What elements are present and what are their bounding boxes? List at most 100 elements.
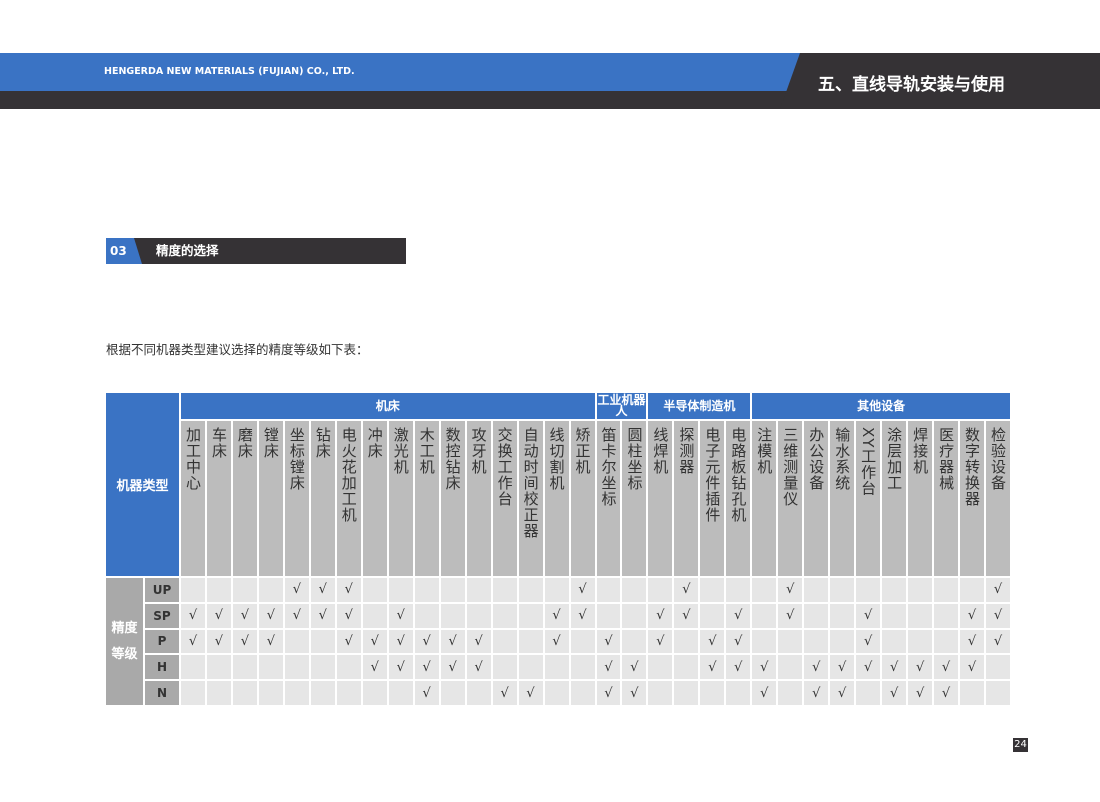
- section-banner: [780, 53, 1100, 109]
- grade-cell: [440, 578, 467, 604]
- grade-cell: [181, 681, 207, 707]
- grade-cell: [518, 655, 545, 682]
- check-mark-icon: √: [388, 603, 415, 630]
- check-mark-icon: √: [518, 681, 545, 707]
- grade-cell: [804, 603, 831, 630]
- machine-name-text: 镗床: [261, 427, 280, 459]
- machine-name: 电火花加工机: [336, 421, 363, 578]
- grade-cell: [414, 603, 441, 630]
- check-mark-icon: √: [596, 629, 623, 656]
- check-mark-icon: √: [492, 681, 519, 707]
- check-mark-icon: √: [700, 655, 727, 682]
- grade-cell: [648, 578, 675, 604]
- check-mark-icon: √: [960, 603, 987, 630]
- check-mark-icon: √: [440, 655, 467, 682]
- check-mark-icon: √: [908, 681, 935, 707]
- grade-cell: [440, 603, 467, 630]
- grade-cell: [830, 603, 857, 630]
- grade-cell: [466, 681, 493, 707]
- group-header: 机床: [181, 393, 597, 421]
- check-mark-icon: √: [570, 603, 597, 630]
- check-mark-icon: √: [648, 629, 675, 656]
- check-mark-icon: √: [830, 655, 857, 682]
- grade-cell: [362, 681, 389, 707]
- check-mark-icon: √: [934, 681, 961, 707]
- check-mark-icon: √: [284, 578, 311, 604]
- grade-cell: [804, 578, 831, 604]
- machine-name-text: 数控钻床: [443, 427, 462, 491]
- section-title: 五、直线导轨安装与使用: [818, 75, 1005, 95]
- grade-cell: [544, 655, 571, 682]
- grade-cell: [570, 629, 597, 656]
- grade-cell: [648, 655, 675, 682]
- grade-cell: [674, 681, 701, 707]
- machine-name-text: 激光机: [391, 427, 410, 475]
- machine-name: 圆柱坐标: [622, 421, 649, 578]
- check-mark-icon: √: [778, 578, 805, 604]
- check-mark-icon: √: [908, 655, 935, 682]
- grade-cell: [986, 681, 1012, 707]
- machine-name-text: 自动时间校正器: [521, 427, 540, 539]
- check-mark-icon: √: [206, 629, 233, 656]
- machine-name-text: 探测器: [677, 427, 696, 475]
- grade-cell: [778, 655, 805, 682]
- machine-name-text: 电路板钻孔机: [729, 427, 748, 523]
- grade-cell: [518, 603, 545, 630]
- grade-cell: [908, 603, 935, 630]
- grade-cell: [181, 655, 207, 682]
- machine-name: 注模机: [752, 421, 779, 578]
- check-mark-icon: √: [856, 655, 883, 682]
- grade-cell: [310, 655, 337, 682]
- check-mark-icon: √: [310, 578, 337, 604]
- machine-name: 激光机: [388, 421, 415, 578]
- machine-name: 磨床: [232, 421, 259, 578]
- check-mark-icon: √: [466, 629, 493, 656]
- check-mark-icon: √: [622, 655, 649, 682]
- machine-name: 坐标镗床: [284, 421, 311, 578]
- subsection-number: 03: [106, 238, 142, 264]
- check-mark-icon: √: [986, 603, 1012, 630]
- grade-cell: [284, 655, 311, 682]
- machine-name: 电子元件插件: [700, 421, 727, 578]
- machine-name-text: 线切割机: [547, 427, 566, 491]
- subsection-title: 精度的选择: [156, 243, 219, 258]
- header-band: [0, 53, 800, 91]
- check-mark-icon: √: [232, 603, 259, 630]
- grade-cell: [570, 655, 597, 682]
- machine-name: 加工中心: [181, 421, 207, 578]
- check-mark-icon: √: [674, 603, 701, 630]
- machine-name: 钻床: [310, 421, 337, 578]
- check-mark-icon: √: [362, 629, 389, 656]
- grade-cell: [388, 578, 415, 604]
- grade-cell: [830, 578, 857, 604]
- grade-cell: [882, 629, 909, 656]
- grade-cell: [284, 629, 311, 656]
- grade-cell: [518, 578, 545, 604]
- check-mark-icon: √: [804, 681, 831, 707]
- grade-cell: [336, 655, 363, 682]
- grade-cell: [466, 603, 493, 630]
- check-mark-icon: √: [960, 629, 987, 656]
- machine-name: 涂层加工: [882, 421, 909, 578]
- check-mark-icon: √: [336, 629, 363, 656]
- grade-cell: [336, 681, 363, 707]
- check-mark-icon: √: [284, 603, 311, 630]
- check-mark-icon: √: [258, 629, 285, 656]
- machine-name-text: 三维测量仪: [781, 427, 800, 507]
- machine-name-text: 电火花加工机: [339, 427, 358, 523]
- group-header: 工业机器人: [596, 393, 649, 421]
- check-mark-icon: √: [882, 655, 909, 682]
- check-mark-icon: √: [726, 655, 753, 682]
- machine-name: 车床: [206, 421, 233, 578]
- machine-name: 办公设备: [804, 421, 831, 578]
- check-mark-icon: √: [596, 681, 623, 707]
- machine-name: 交换工作台: [492, 421, 519, 578]
- check-mark-icon: √: [882, 681, 909, 707]
- grade-cell: [596, 578, 623, 604]
- check-mark-icon: √: [440, 629, 467, 656]
- grade-cell: [414, 578, 441, 604]
- grade-cell: [466, 578, 493, 604]
- check-mark-icon: √: [388, 629, 415, 656]
- grade-cell: [700, 603, 727, 630]
- machine-name-text: 笛卡尔坐标: [599, 427, 618, 507]
